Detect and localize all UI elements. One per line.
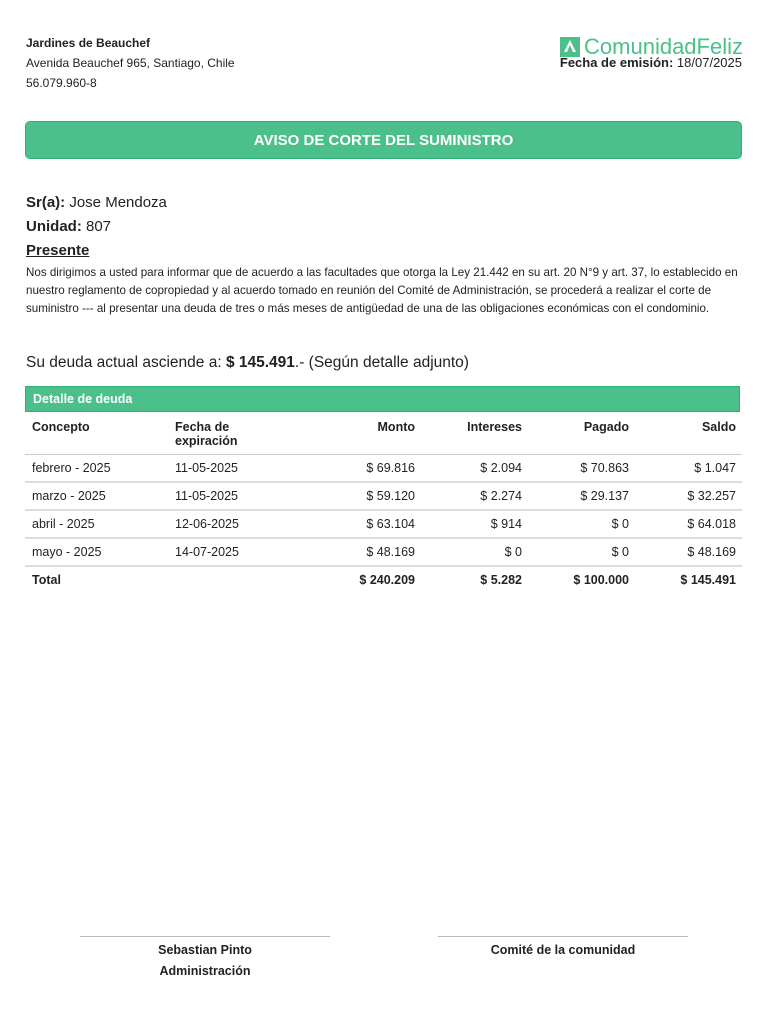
cell-intereses: $ 914: [421, 510, 528, 539]
table-row: abril - 2025 12-06-2025 $ 63.104 $ 914 $ 0 $ …: [25, 510, 742, 539]
logo-mark-icon: [560, 37, 581, 57]
cell-saldo: $ 1.047: [635, 454, 742, 483]
org-name: Jardines de Beauchef: [26, 36, 151, 50]
col-pagado: Pagado: [528, 414, 635, 455]
cell-concepto: Total: [32, 573, 61, 587]
recipient-value: Jose Mendoza: [69, 194, 167, 211]
cell-intereses: $ 2.094: [421, 454, 528, 483]
emission-label: Fecha de emisión:: [559, 55, 674, 70]
cell-saldo: $ 48.169: [635, 538, 742, 567]
cell-pagado: $ 29.137: [528, 482, 635, 511]
signature-left-role: Administración: [159, 964, 251, 978]
cell-concepto: marzo - 2025: [25, 482, 168, 511]
cell-fecha: 11-05-2025: [168, 454, 271, 483]
table-row: marzo - 2025 11-05-2025 $ 59.120 $ 2.274 $ 2…: [25, 482, 742, 511]
debt-summary: Su deuda actual asciende a: $ 145.491.- …: [26, 354, 469, 372]
table-row: mayo - 2025 14-07-2025 $ 48.169 $ 0 $ 0 $ 48.…: [25, 538, 742, 567]
cell-pagado: $ 70.863: [528, 454, 635, 483]
logo-text: ComunidadFeliz: [584, 34, 743, 59]
signature-line-right: [438, 936, 688, 937]
col-monto: Monto: [271, 414, 421, 455]
cell-concepto: mayo - 2025: [25, 538, 168, 567]
cell-intereses: $ 2.274: [421, 482, 528, 511]
unit-value: 807: [86, 218, 112, 235]
presente-heading: Presente: [26, 242, 90, 259]
table-row: febrero - 2025 11-05-2025 $ 69.816 $ 2.094 $…: [25, 454, 742, 483]
cell-fecha: [168, 566, 271, 593]
col-fecha: Fecha de expiración: [168, 414, 271, 455]
emission-value: 18/07/2025: [676, 55, 742, 70]
cell-fecha: 14-07-2025: [168, 538, 271, 567]
cell-saldo: $ 64.018: [635, 510, 742, 539]
debt-table: Concepto Fecha de expiración Monto Inter…: [25, 414, 742, 593]
recipient-name: Sr(a): Jose Mendoza: [26, 194, 167, 211]
table-total-row: Total $ 240.209 $ 5.282 $ 100.000 $ 145.491: [25, 566, 742, 593]
cell-pagado: $ 100.000: [573, 573, 629, 587]
emission-date: Fecha de emisión: 18/07/2025: [560, 55, 742, 70]
cell-saldo: $ 32.257: [635, 482, 742, 511]
debt-prefix: Su deuda actual asciende a:: [26, 354, 222, 371]
signature-right-name: Comité de la comunidad: [490, 943, 636, 957]
recipient-unit: Unidad: 807: [26, 218, 111, 235]
cell-intereses: $ 0: [421, 538, 528, 567]
cell-monto: $ 63.104: [271, 510, 421, 539]
cell-intereses: $ 5.282: [480, 573, 522, 587]
cell-fecha: 12-06-2025: [168, 510, 271, 539]
recipient-label: Sr(a):: [26, 194, 66, 211]
col-intereses: Intereses: [421, 414, 528, 455]
signature-left-name: Sebastian Pinto: [158, 943, 252, 957]
cell-saldo: $ 145.491: [680, 573, 736, 587]
org-rut: 56.079.960-8: [26, 76, 97, 90]
cell-pagado: $ 0: [528, 510, 635, 539]
debt-amount: $ 145.491: [225, 354, 295, 371]
cell-pagado: $ 0: [528, 538, 635, 567]
cell-fecha: 11-05-2025: [168, 482, 271, 511]
unit-label: Unidad:: [26, 218, 82, 235]
notice-body: Nos dirigimos a usted para informar que …: [26, 266, 738, 315]
cell-monto: $ 59.120: [271, 482, 421, 511]
col-saldo: Saldo: [635, 414, 742, 455]
org-address: Avenida Beauchef 965, Santiago, Chile: [26, 56, 235, 70]
table-header-row: Concepto Fecha de expiración Monto Inter…: [25, 414, 742, 455]
debt-suffix: .- (Según detalle adjunto): [294, 354, 469, 371]
cell-monto: $ 240.209: [359, 573, 415, 587]
cell-monto: $ 48.169: [271, 538, 421, 567]
cell-monto: $ 69.816: [271, 454, 421, 483]
signature-line-left: [80, 936, 330, 937]
notice-banner: AVISO DE CORTE DEL SUMINISTRO: [25, 121, 742, 159]
col-concepto: Concepto: [25, 414, 168, 455]
cell-concepto: abril - 2025: [25, 510, 168, 539]
logo: ComunidadFeliz: [560, 34, 743, 60]
debt-table-title: Detalle de deuda: [25, 386, 740, 412]
cell-concepto: febrero - 2025: [25, 454, 168, 483]
